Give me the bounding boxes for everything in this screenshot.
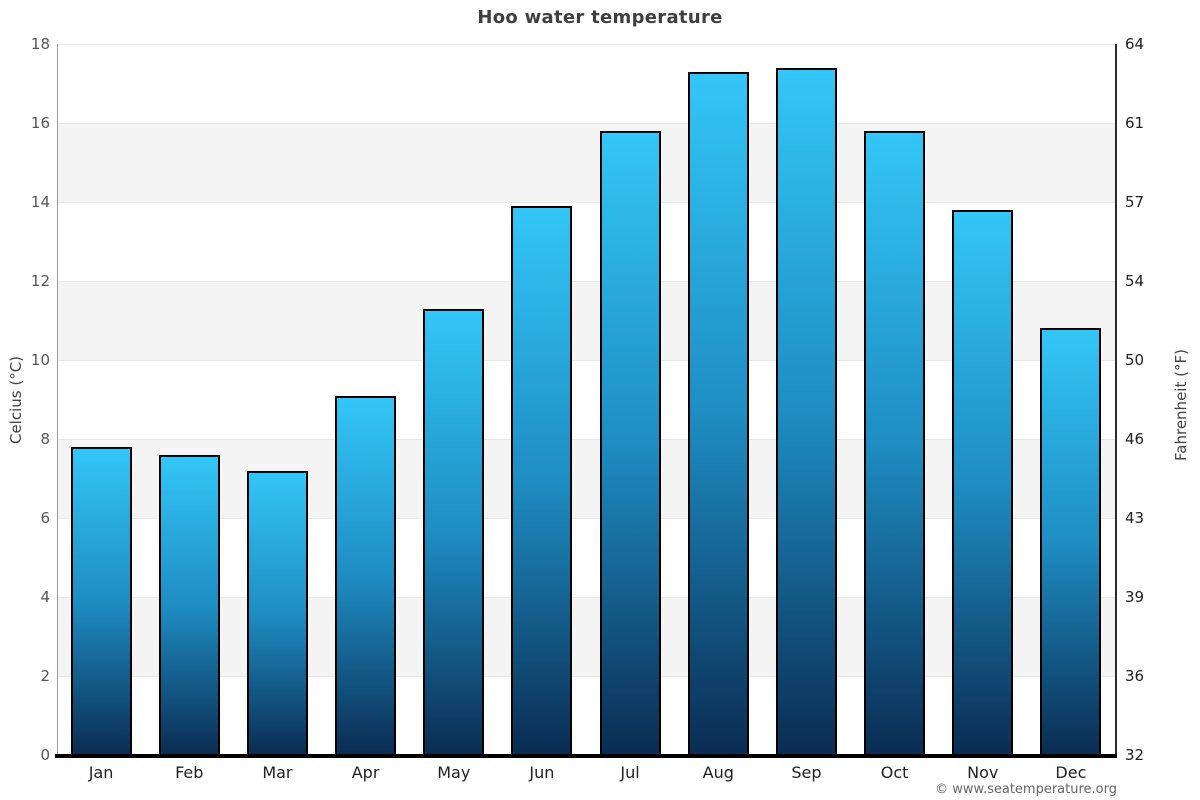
ytick-left-4: 4 bbox=[40, 587, 50, 606]
x-label-jul: Jul bbox=[620, 763, 640, 782]
x-label-jan: Jan bbox=[88, 763, 114, 782]
bar-jan[interactable] bbox=[70, 446, 132, 755]
y-axis-line-right bbox=[1115, 44, 1117, 755]
credit-link[interactable]: © www.seatemperature.org bbox=[935, 782, 1117, 797]
x-label-dec: Dec bbox=[1055, 763, 1087, 782]
ytick-right-39: 39 bbox=[1125, 587, 1145, 606]
plot-band-2-4 bbox=[57, 597, 1115, 676]
bar-apr[interactable] bbox=[335, 395, 397, 755]
plot-area bbox=[57, 44, 1115, 755]
ytick-left-16: 16 bbox=[30, 113, 50, 132]
ytick-left-2: 2 bbox=[40, 666, 50, 685]
x-label-sep: Sep bbox=[791, 763, 822, 782]
plot-band-6-8 bbox=[57, 439, 1115, 518]
gridline-12 bbox=[57, 281, 1115, 282]
ytick-left-0: 0 bbox=[40, 745, 50, 764]
ytick-left-12: 12 bbox=[30, 271, 50, 290]
ytick-left-6: 6 bbox=[40, 508, 50, 527]
bar-sep[interactable] bbox=[775, 67, 837, 755]
ytick-left-18: 18 bbox=[30, 34, 50, 53]
chart-title: Hoo water temperature bbox=[477, 7, 723, 28]
y-axis-line-left bbox=[57, 44, 58, 755]
ytick-right-64: 64 bbox=[1125, 34, 1145, 53]
bar-aug[interactable] bbox=[687, 71, 749, 755]
y-axis-title-fahrenheit: Fahrenheit (°F) bbox=[1172, 349, 1190, 461]
gridline-16 bbox=[57, 123, 1115, 124]
bar-dec[interactable] bbox=[1040, 328, 1102, 755]
ytick-left-8: 8 bbox=[40, 429, 50, 448]
gridline-10 bbox=[57, 360, 1115, 361]
gridline-2 bbox=[57, 676, 1115, 677]
gridline-8 bbox=[57, 439, 1115, 440]
x-label-jun: Jun bbox=[529, 763, 555, 782]
x-label-apr: Apr bbox=[351, 763, 380, 782]
bar-mar[interactable] bbox=[246, 470, 308, 755]
x-label-nov: Nov bbox=[967, 763, 999, 782]
x-label-mar: Mar bbox=[262, 763, 293, 782]
gridline-6 bbox=[57, 518, 1115, 519]
x-label-aug: Aug bbox=[702, 763, 734, 782]
x-label-may: May bbox=[437, 763, 471, 782]
ytick-right-61: 61 bbox=[1125, 113, 1145, 132]
ytick-right-43: 43 bbox=[1125, 508, 1145, 527]
gridline-4 bbox=[57, 597, 1115, 598]
gridline-14 bbox=[57, 202, 1115, 203]
ytick-left-14: 14 bbox=[30, 192, 50, 211]
y-axis-title-celsius: Celcius (°C) bbox=[7, 355, 25, 445]
x-label-oct: Oct bbox=[880, 763, 909, 782]
ytick-right-32: 32 bbox=[1125, 745, 1145, 764]
ytick-right-50: 50 bbox=[1125, 350, 1145, 369]
bar-jun[interactable] bbox=[511, 205, 573, 755]
ytick-right-54: 54 bbox=[1125, 271, 1145, 290]
x-axis-line bbox=[55, 754, 1117, 758]
bar-feb[interactable] bbox=[158, 454, 220, 755]
bar-oct[interactable] bbox=[864, 130, 926, 755]
bar-nov[interactable] bbox=[952, 209, 1014, 755]
bar-jul[interactable] bbox=[599, 130, 661, 755]
ytick-right-57: 57 bbox=[1125, 192, 1145, 211]
plot-band-10-12 bbox=[57, 281, 1115, 360]
ytick-right-36: 36 bbox=[1125, 666, 1145, 685]
x-label-feb: Feb bbox=[175, 763, 204, 782]
plot-band-14-16 bbox=[57, 123, 1115, 202]
gridline-18 bbox=[57, 44, 1115, 45]
ytick-left-10: 10 bbox=[30, 350, 50, 369]
ytick-right-46: 46 bbox=[1125, 429, 1145, 448]
bar-may[interactable] bbox=[423, 308, 485, 755]
